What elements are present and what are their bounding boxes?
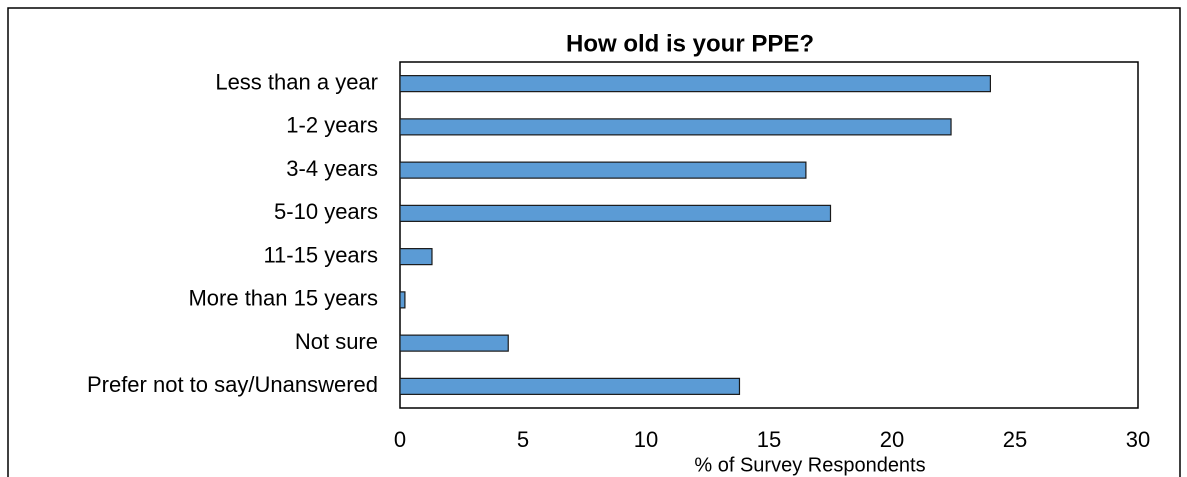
- x-tick-label: 0: [394, 427, 406, 452]
- y-tick-label: 3-4 years: [286, 156, 378, 181]
- y-tick-label: Less than a year: [215, 69, 378, 94]
- bar: [399, 75, 992, 93]
- bar: [399, 204, 832, 222]
- chart-title: How old is your PPE?: [566, 30, 814, 57]
- x-axis-label: % of Survey Respondents: [694, 454, 925, 476]
- y-tick-label: 11-15 years: [263, 242, 378, 267]
- frame: [7, 7, 1181, 477]
- plot-area: [399, 61, 1139, 409]
- y-tick-label: More than 15 years: [188, 286, 378, 311]
- bar: [399, 161, 807, 179]
- bar: [399, 291, 406, 309]
- x-tick-label: 20: [880, 427, 904, 452]
- x-tick-label: 10: [634, 427, 658, 452]
- y-tick-label: 5-10 years: [274, 199, 378, 224]
- bar: [399, 118, 952, 136]
- bar: [399, 248, 433, 266]
- bar: [399, 377, 741, 395]
- y-tick-label: Not sure: [295, 329, 378, 354]
- y-tick-label: Prefer not to say/Unanswered: [87, 372, 378, 397]
- y-tick-label: 1-2 years: [286, 113, 378, 138]
- x-tick-label: 25: [1003, 427, 1027, 452]
- x-tick-label: 5: [517, 427, 529, 452]
- bar: [399, 334, 509, 352]
- x-tick-label: 15: [757, 427, 781, 452]
- x-tick-label: 30: [1126, 427, 1150, 452]
